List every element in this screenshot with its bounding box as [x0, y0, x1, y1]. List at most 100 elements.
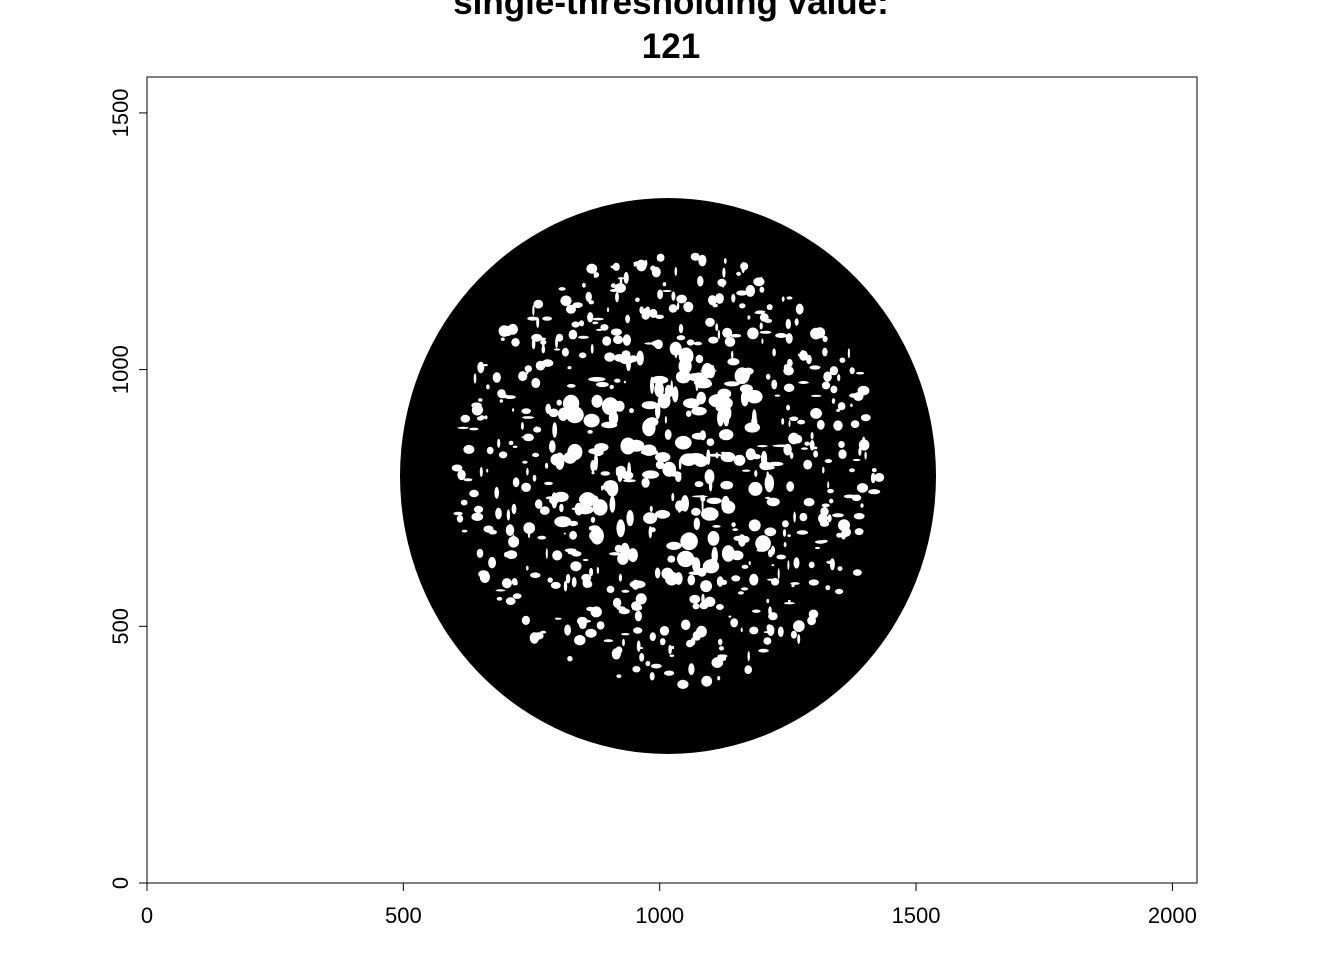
speckle — [665, 571, 679, 586]
speckle — [596, 328, 603, 331]
speckle — [723, 258, 727, 264]
speckle — [692, 631, 702, 641]
speckle — [671, 645, 675, 650]
speckle — [700, 495, 706, 502]
speckle — [590, 527, 604, 545]
speckle — [741, 536, 750, 543]
speckle — [545, 496, 558, 500]
speckle — [650, 663, 662, 669]
y-tick-label: 0 — [108, 877, 133, 889]
speckle — [654, 509, 671, 519]
speckle — [741, 469, 751, 472]
speckle — [554, 348, 561, 351]
speckle — [563, 532, 566, 535]
speckle — [809, 365, 821, 370]
speckle — [782, 529, 787, 537]
speckle — [861, 436, 866, 449]
speckle — [766, 598, 770, 604]
speckle — [589, 567, 594, 577]
speckle — [571, 577, 577, 588]
speckle — [505, 550, 518, 559]
speckle — [567, 384, 576, 388]
speckle — [587, 312, 594, 323]
speckle — [765, 496, 771, 500]
speckle — [690, 637, 696, 646]
speckle — [691, 507, 701, 516]
speckle — [610, 265, 616, 269]
speckle — [567, 443, 583, 461]
speckle — [771, 379, 778, 390]
speckle — [786, 404, 791, 411]
speckle — [827, 514, 832, 523]
speckle — [588, 377, 606, 382]
speckle — [692, 495, 708, 498]
speckle — [657, 289, 663, 300]
speckle — [594, 272, 600, 278]
speckle — [618, 573, 623, 582]
speckle — [659, 638, 666, 646]
speckle — [746, 390, 763, 404]
speckle — [787, 560, 790, 570]
speckle — [550, 581, 561, 589]
speckle — [694, 481, 704, 488]
speckle — [610, 283, 616, 288]
speckle — [775, 333, 787, 338]
speckle — [700, 580, 712, 593]
speckle — [492, 372, 501, 383]
speckle — [512, 445, 518, 448]
speckle — [838, 519, 850, 532]
speckle — [486, 468, 489, 473]
speckle — [803, 459, 813, 470]
speckle — [642, 470, 660, 479]
speckle — [759, 286, 765, 293]
speckle — [833, 420, 843, 431]
speckle — [635, 297, 640, 303]
speckle — [717, 329, 721, 340]
speckle — [526, 468, 529, 476]
speckle — [567, 366, 572, 370]
speckle — [706, 449, 711, 465]
speckle — [649, 632, 656, 641]
speckle — [782, 520, 789, 528]
speckle — [644, 259, 648, 267]
speckle — [755, 535, 771, 552]
speckle — [793, 511, 796, 523]
speckle — [681, 495, 689, 512]
speckle — [761, 450, 768, 468]
speckle — [564, 624, 571, 636]
speckle — [705, 317, 715, 327]
speckle — [521, 615, 531, 626]
x-tick-label: 1000 — [635, 903, 684, 928]
speckle — [620, 542, 630, 560]
speckle — [829, 366, 839, 376]
speckle — [654, 567, 661, 579]
speckle — [715, 323, 719, 332]
speckle — [731, 293, 736, 303]
x-tick-label: 500 — [385, 903, 422, 928]
speckle — [687, 453, 704, 459]
speckle — [633, 261, 644, 266]
speckle — [827, 481, 830, 489]
speckle — [521, 482, 531, 492]
speckle — [621, 589, 630, 593]
speckle — [763, 637, 772, 645]
speckle — [741, 564, 749, 569]
speckle — [733, 454, 746, 466]
speckle — [740, 262, 749, 271]
speckle — [627, 548, 638, 563]
speckle — [631, 604, 643, 611]
speckle — [601, 397, 619, 416]
speckle — [737, 591, 744, 595]
speckle — [620, 437, 636, 455]
speckle — [836, 532, 842, 538]
speckle — [728, 615, 732, 618]
speckle — [747, 315, 751, 320]
speckle — [457, 426, 470, 429]
speckle — [715, 404, 730, 412]
speckle — [716, 604, 724, 610]
speckle — [478, 570, 490, 578]
speckle — [643, 512, 658, 524]
speckle — [795, 303, 804, 315]
speckle — [720, 480, 734, 490]
